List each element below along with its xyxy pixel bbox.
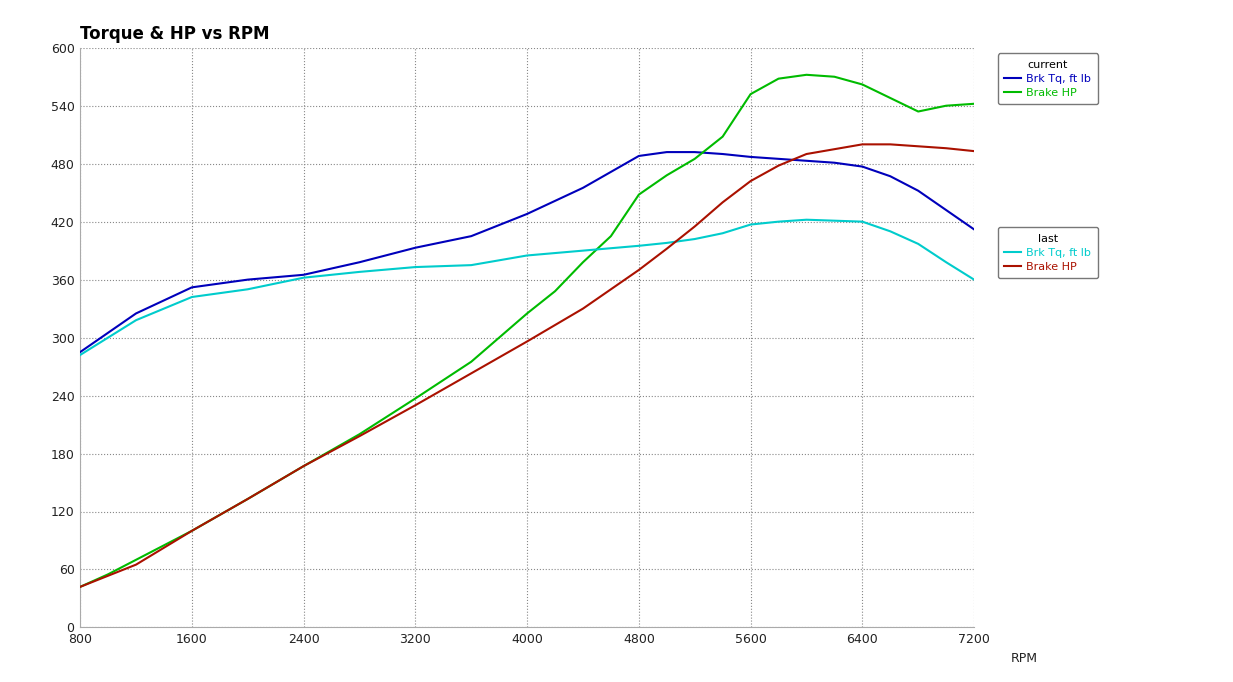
Text: RPM: RPM (1011, 651, 1038, 664)
Legend: Brk Tq, ft lb, Brake HP: Brk Tq, ft lb, Brake HP (997, 227, 1097, 278)
Text: Torque & HP vs RPM: Torque & HP vs RPM (80, 25, 270, 44)
